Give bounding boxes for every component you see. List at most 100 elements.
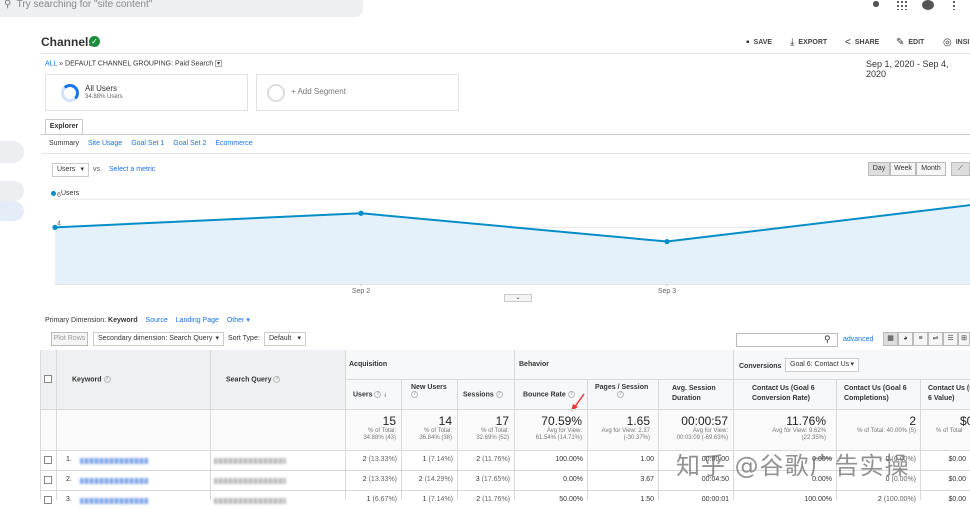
help-icon: ?: [374, 391, 382, 398]
row-cell-conv: 0.00%: [812, 476, 832, 483]
row-cell-bounce: 0.00%: [563, 476, 583, 483]
sort-type-select[interactable]: Default ▾: [264, 332, 306, 346]
verified-check-icon: ✓: [89, 36, 100, 47]
divider: [41, 53, 970, 54]
col-search-query[interactable]: Search Query ?: [226, 376, 281, 384]
breadcrumb-all[interactable]: ALL: [45, 60, 58, 68]
row-cell-users: 2 (13.33%): [362, 456, 397, 463]
row-keyword-link[interactable]: [80, 498, 148, 504]
col-avg-session-duration[interactable]: Avg. Session Duration: [672, 385, 716, 402]
total-new-users: 14: [438, 414, 452, 428]
divider: [41, 153, 970, 154]
select-all-checkbox[interactable]: [44, 375, 52, 383]
dimension-other[interactable]: Other: [226, 317, 245, 324]
subtab-ecommerce[interactable]: Ecommerce: [215, 140, 253, 147]
total-completions-sub: % of Total: 40.00% (5): [857, 428, 916, 434]
secondary-dimension-select[interactable]: Secondary dimension: Search Query ▾: [93, 332, 224, 346]
chevron-down-icon: ▾: [297, 335, 301, 342]
search-input[interactable]: ⚲ Try searching for "site content": [0, 0, 363, 17]
edit-button[interactable]: ✎ EDIT: [896, 37, 925, 48]
sidebar-item[interactable]: [0, 181, 24, 201]
row-checkbox[interactable]: [44, 496, 52, 504]
more-icon[interactable]: [948, 0, 960, 10]
row-cell-sessions: 2 (11.76%): [476, 456, 510, 463]
row-keyword-link[interactable]: [80, 458, 148, 464]
export-button[interactable]: ⤓ EXPORT: [790, 37, 828, 48]
data-table: Keyword ? Search Query ? Acquisition Beh…: [40, 350, 970, 504]
date-range[interactable]: Sep 1, 2020 - Sep 4, 2020: [866, 59, 949, 79]
share-icon: <: [845, 37, 851, 48]
group-behavior: Behavior: [519, 361, 549, 368]
col-pages-session[interactable]: Pages / Session?: [595, 384, 649, 398]
data-point: [52, 224, 58, 230]
row-checkbox[interactable]: [44, 456, 52, 464]
row-cell-value: $0.00: [948, 476, 966, 483]
row-cell-new: 1 (7.14%): [422, 456, 453, 463]
advanced-link[interactable]: advanced: [843, 336, 874, 343]
notification-icon[interactable]: [870, 0, 882, 10]
col-users[interactable]: Users ? ↓: [353, 391, 387, 399]
line-chart-toggle-icon[interactable]: ⟋: [951, 162, 970, 176]
performance-view-icon[interactable]: ≡: [913, 332, 928, 346]
total-bounce-rate-sub: 61.54% (14.71%): [535, 435, 582, 441]
pivot-view-icon[interactable]: ⊞: [958, 332, 970, 346]
segment-all-users[interactable]: All Users 34.88% Users: [45, 74, 248, 111]
subtab-goal-set-1[interactable]: Goal Set 1: [131, 140, 165, 147]
chart-resize-handle[interactable]: ⌄: [504, 294, 532, 302]
metric-select[interactable]: Users ▾: [52, 163, 89, 177]
col-completions[interactable]: Contact Us (Goal 6 Completions): [844, 385, 907, 402]
total-conversion-rate-sub: Avg for View: 9.62%: [772, 428, 826, 434]
total-avg-duration-sub: 00:03:09 (-69.63%): [676, 435, 728, 441]
goal-select[interactable]: Goal 6: Contact Us ▾: [785, 358, 859, 372]
add-segment[interactable]: + Add Segment: [256, 74, 459, 111]
help-icon: ?: [567, 391, 575, 398]
dimension-landing-page[interactable]: Landing Page: [175, 317, 219, 324]
col-keyword[interactable]: Keyword ?: [72, 376, 111, 384]
subtab-site-usage[interactable]: Site Usage: [87, 140, 123, 147]
dimension-keyword[interactable]: Keyword: [108, 317, 138, 324]
select-metric-link[interactable]: Select a metric: [109, 166, 156, 173]
total-users-sub: % of Total:: [368, 428, 396, 434]
col-value[interactable]: Contact Us (Goal 6 Value): [928, 385, 970, 402]
apps-grid-icon[interactable]: [896, 0, 908, 10]
chevron-down-icon[interactable]: ▾: [215, 60, 223, 67]
subtab-goal-set-2[interactable]: Goal Set 2: [173, 140, 207, 147]
empty-ring-icon: [267, 84, 285, 102]
row-keyword-link[interactable]: [80, 478, 148, 484]
comparison-view-icon[interactable]: ⇌: [928, 332, 943, 346]
share-button[interactable]: < SHARE: [845, 37, 880, 48]
total-users: 15: [382, 414, 396, 428]
table-view-icon[interactable]: ▦: [883, 332, 898, 346]
col-bounce-rate[interactable]: Bounce Rate ?: [523, 391, 575, 399]
table-search-input[interactable]: [736, 333, 838, 347]
total-conversion-rate: 11.76%: [786, 414, 826, 428]
total-value: $0: [960, 414, 970, 428]
row-checkbox[interactable]: [44, 476, 52, 484]
primary-dimension: Primary Dimension: Keyword Source Landin…: [45, 317, 250, 324]
legend-swatch: [51, 191, 56, 196]
sidebar-item[interactable]: [0, 141, 24, 163]
row-search-query: [214, 498, 286, 504]
plot-rows-button[interactable]: Plot Rows: [51, 332, 88, 346]
help-icon[interactable]: [922, 0, 934, 10]
sidebar-item-active[interactable]: [0, 201, 24, 221]
search-placeholder: Try searching for "site content": [16, 0, 153, 10]
col-conversion-rate[interactable]: Contact Us (Goal 6 Conversion Rate): [752, 385, 815, 402]
day-button[interactable]: Day: [868, 162, 890, 176]
save-icon: ▪: [746, 37, 750, 48]
row-cell-sessions: 3 (17.65%): [475, 476, 510, 483]
pie-view-icon[interactable]: ◕: [898, 332, 913, 346]
dimension-source[interactable]: Source: [145, 317, 168, 324]
tab-explorer[interactable]: Explorer: [45, 119, 83, 134]
col-new-users[interactable]: New Users?: [411, 384, 447, 398]
week-button[interactable]: Week: [890, 162, 916, 176]
row-cell-users: 2 (13.33%): [362, 476, 397, 483]
term-cloud-view-icon[interactable]: ☰: [943, 332, 958, 346]
subtab-summary[interactable]: Summary: [49, 140, 79, 147]
col-sessions[interactable]: Sessions ?: [463, 391, 503, 399]
save-button[interactable]: ▪ SAVE: [746, 37, 773, 48]
insights-button[interactable]: ◎ INSI: [943, 37, 970, 48]
search-icon[interactable]: ⚲: [824, 334, 831, 344]
breadcrumb-grouping: DEFAULT CHANNEL GROUPING: Paid Search: [65, 60, 214, 68]
month-button[interactable]: Month: [916, 162, 946, 176]
